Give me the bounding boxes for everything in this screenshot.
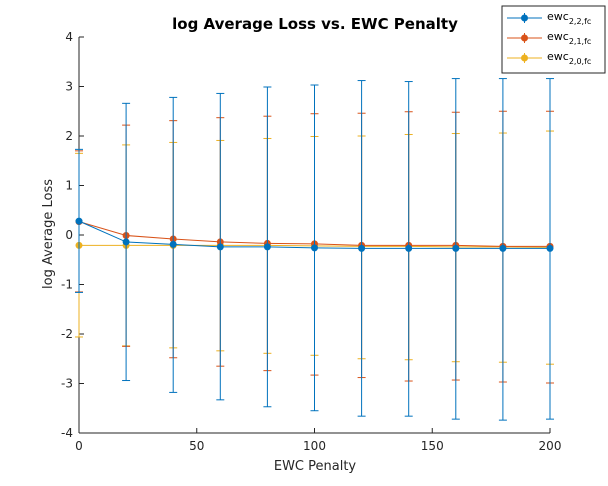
y-axis-label: log Average Loss [41, 179, 56, 289]
data-point [122, 238, 130, 246]
x-tick-label: 100 [303, 439, 326, 453]
series-ewc-2-2-fc [75, 78, 554, 421]
data-point [216, 243, 224, 251]
data-point [75, 217, 83, 225]
legend-label: ewc2,2,fc [547, 10, 591, 26]
legend-label-name: ewc [547, 30, 569, 43]
y-tick-label: -3 [61, 377, 73, 391]
legend-item: ewc2,1,fc [507, 30, 591, 46]
x-tick-label: 200 [539, 439, 562, 453]
legend-label: ewc2,0,fc [547, 50, 591, 66]
data-point [263, 243, 271, 251]
data-point [452, 244, 460, 252]
axes: 0 50 100 150 200 -4 -3 -2 -1 0 1 2 3 4 [61, 30, 561, 453]
legend-label-name: ewc [547, 50, 569, 63]
legend-box [501, 5, 606, 74]
data-point [405, 244, 413, 252]
legend-label-subscript: 2,0,fc [569, 57, 591, 66]
y-tick-label: -1 [61, 278, 73, 292]
legend-label-name: ewc [547, 10, 569, 23]
y-tick-label: 2 [65, 129, 73, 143]
x-tick-label: 50 [189, 439, 204, 453]
y-tick-label: 0 [65, 228, 73, 242]
data-point [311, 244, 318, 252]
legend-label-subscript: 2,2,fc [569, 17, 591, 26]
chart-title: log Average Loss vs. EWC Penalty [172, 15, 458, 33]
data-point [546, 244, 554, 252]
legend-label-subscript: 2,1,fc [569, 37, 591, 46]
data-point [169, 240, 177, 248]
x-tick-label: 0 [75, 439, 83, 453]
y-tick-label: -4 [61, 426, 73, 440]
plot-area [75, 78, 554, 421]
y-tick-label: 1 [65, 179, 73, 193]
y-tick-label: 3 [65, 80, 73, 94]
legend-label: ewc2,1,fc [547, 30, 591, 46]
data-point [358, 244, 366, 252]
legend-item: ewc2,0,fc [507, 50, 591, 66]
data-point [499, 244, 507, 252]
legend-item: ewc2,2,fc [507, 10, 591, 26]
x-tick-label: 150 [421, 439, 444, 453]
y-tick-label: -2 [61, 327, 73, 341]
x-axis-label: EWC Penalty [274, 459, 357, 474]
y-tick-label: 4 [65, 30, 73, 44]
